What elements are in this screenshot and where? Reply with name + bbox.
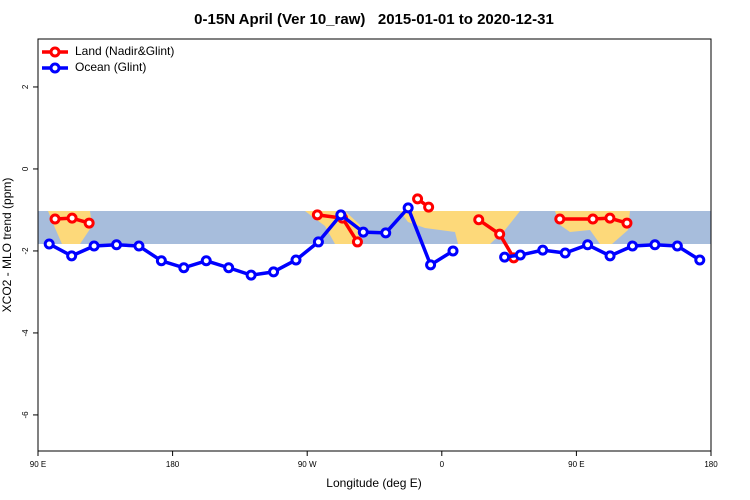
data-point bbox=[155, 255, 167, 267]
y-axis-label: XCO2 - MLO trend (ppm) bbox=[0, 178, 14, 313]
legend-marker bbox=[49, 46, 61, 58]
x-axis-label: Longitude (deg E) bbox=[326, 476, 421, 490]
x-tick-label: 90 E bbox=[30, 460, 46, 469]
data-point bbox=[311, 209, 323, 221]
data-point bbox=[335, 209, 347, 221]
chart-title: 0-15N April (Ver 10_raw) 2015-01-01 to 2… bbox=[194, 11, 554, 28]
x-tick-label: 180 bbox=[704, 460, 718, 469]
x-tick-label: 90 W bbox=[298, 460, 317, 469]
y-tick-label: -2 bbox=[21, 247, 30, 255]
data-point bbox=[380, 227, 392, 239]
land-shape bbox=[400, 211, 520, 244]
series-line bbox=[559, 216, 628, 225]
x-tick-label: 0 bbox=[440, 460, 445, 469]
data-point bbox=[447, 245, 459, 257]
data-point bbox=[223, 262, 235, 274]
data-point bbox=[604, 212, 616, 224]
data-point bbox=[587, 213, 599, 225]
data-point bbox=[357, 226, 369, 238]
y-tick-label: -4 bbox=[21, 329, 30, 337]
legend-label: Ocean (Glint) bbox=[75, 60, 146, 74]
data-point bbox=[49, 213, 61, 225]
legend-marker bbox=[49, 62, 61, 74]
y-tick-label: 2 bbox=[21, 84, 30, 89]
data-point bbox=[554, 213, 566, 225]
data-point bbox=[582, 239, 594, 251]
data-point bbox=[473, 214, 485, 226]
data-point bbox=[649, 239, 661, 251]
data-point bbox=[245, 269, 257, 281]
data-point bbox=[66, 250, 78, 262]
data-point bbox=[88, 240, 100, 252]
data-point bbox=[425, 259, 437, 271]
data-point bbox=[200, 255, 212, 267]
data-point bbox=[514, 249, 526, 261]
data-point bbox=[626, 240, 638, 252]
x-tick-label: 90 E bbox=[568, 460, 584, 469]
data-point bbox=[671, 240, 683, 252]
data-point bbox=[351, 236, 363, 248]
data-point bbox=[290, 254, 302, 266]
data-point bbox=[604, 250, 616, 262]
plot-frame bbox=[37, 38, 712, 452]
data-point bbox=[537, 244, 549, 256]
data-point bbox=[423, 201, 435, 213]
data-point bbox=[312, 236, 324, 248]
data-point bbox=[111, 239, 123, 251]
data-point bbox=[621, 217, 633, 229]
data-point bbox=[66, 212, 78, 224]
data-point bbox=[83, 217, 95, 229]
y-tick-label: -6 bbox=[21, 411, 30, 419]
data-point bbox=[494, 228, 506, 240]
data-point bbox=[412, 193, 424, 205]
data-point bbox=[268, 266, 280, 278]
x-tick-label: 180 bbox=[166, 460, 180, 469]
data-point bbox=[133, 240, 145, 252]
series-line bbox=[504, 243, 701, 262]
data-point bbox=[402, 202, 414, 214]
legend-label: Land (Nadir&Glint) bbox=[75, 44, 174, 58]
data-point bbox=[43, 238, 55, 250]
data-point bbox=[694, 254, 706, 266]
data-point bbox=[499, 251, 511, 263]
data-point bbox=[178, 262, 190, 274]
data-point bbox=[559, 247, 571, 259]
y-tick-label: 0 bbox=[21, 166, 30, 171]
